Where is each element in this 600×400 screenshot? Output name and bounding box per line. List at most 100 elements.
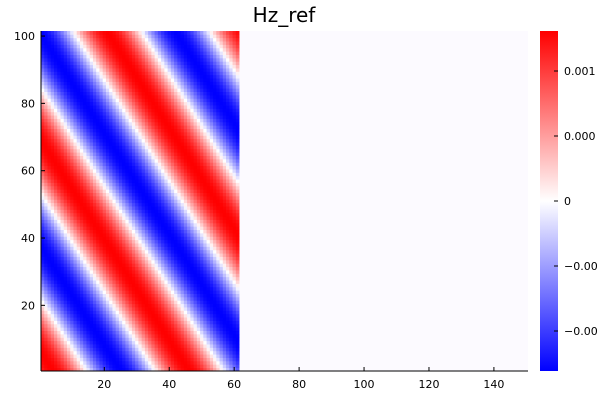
heatmap-cell [86,108,91,113]
heatmap-cell [167,296,172,301]
heatmap-cell [44,169,48,173]
heatmap-cell [167,88,172,92]
heatmap-cell [122,253,126,257]
heatmap-cell [115,340,120,345]
heatmap-cell [128,41,133,45]
heatmap-cell [151,192,156,197]
heatmap-cell [174,209,178,214]
heatmap-cell [177,98,182,103]
heatmap-cell [112,327,117,332]
heatmap-cell [63,243,68,247]
heatmap-cell [50,232,55,237]
heatmap-cell [196,229,201,234]
heatmap-cell [118,101,123,106]
heatmap-cell [92,222,97,227]
heatmap-cell [161,222,165,227]
heatmap-cell [109,118,113,123]
heatmap-cell [144,54,149,59]
heatmap-cell [148,128,152,133]
heatmap-cell [109,357,113,362]
heatmap-cell [151,31,156,35]
heatmap-cell [187,91,191,96]
heatmap-cell [177,68,182,72]
heatmap-cell [63,175,68,180]
heatmap-cell [118,105,123,109]
heatmap-cell [128,158,133,163]
heatmap-cell [174,333,178,338]
heatmap-cell [109,175,113,180]
heatmap-cell [86,195,91,200]
heatmap-cell [187,111,191,116]
heatmap-cell [73,327,78,332]
heatmap-cell [180,367,185,372]
heatmap-cell [47,229,52,234]
heatmap-cell [66,300,71,305]
heatmap-cell [79,286,84,291]
heatmap-cell [170,216,175,220]
heatmap-cell [180,350,185,355]
heatmap-cell [112,330,117,335]
heatmap-cell [53,61,58,66]
heatmap-cell [151,74,156,79]
heatmap-cell [138,296,143,301]
heatmap-cell [170,354,175,358]
heatmap-cell [50,364,55,369]
heatmap-cell [157,313,162,318]
heatmap-cell [161,313,165,318]
heatmap-cell [125,105,130,109]
heatmap-cell [154,199,159,204]
heatmap-cell [57,98,61,103]
heatmap-cell [174,199,178,204]
heatmap-cell [196,337,201,342]
heatmap-cell [190,310,194,315]
heatmap-cell [154,81,159,86]
heatmap-cell [47,276,52,281]
heatmap-cell [89,81,94,86]
heatmap-cell [193,47,198,52]
heatmap-cell [144,37,149,42]
heatmap-cell [60,259,65,264]
heatmap-cell [187,192,191,197]
heatmap-cell [167,78,172,82]
heatmap-cell [177,337,182,342]
heatmap-cell [118,34,123,39]
heatmap-cell [73,108,78,113]
heatmap-cell [76,232,81,237]
heatmap-cell [105,68,110,72]
heatmap-cell [135,317,139,321]
heatmap-cell [122,249,126,254]
heatmap-cell [115,142,120,146]
heatmap-cell [193,320,198,325]
heatmap-cell [138,209,143,214]
heatmap-cell [122,209,126,214]
heatmap-cell [53,84,58,89]
heatmap-cell [86,280,91,284]
heatmap-cell [154,189,159,193]
heatmap-cell [60,185,65,190]
heatmap-cell [122,138,126,143]
heatmap-cell [53,222,58,227]
heatmap-cell [196,91,201,96]
heatmap-cell [109,317,113,321]
heatmap-cell [138,91,143,96]
heatmap-cell [57,229,61,234]
heatmap-cell [148,350,152,355]
heatmap-cell [109,162,113,167]
heatmap-cell [180,105,185,109]
heatmap-cell [73,344,78,348]
heatmap-cell [167,357,172,362]
heatmap-cell [47,98,52,103]
heatmap-cell [57,37,61,42]
heatmap-cell [148,263,152,268]
heatmap-cell [135,135,139,140]
heatmap-cell [177,101,182,106]
heatmap-cell [183,145,188,150]
heatmap-cell [131,229,136,234]
heatmap-cell [115,111,120,116]
heatmap-cell [183,41,188,45]
heatmap-cell [183,313,188,318]
heatmap-cell [86,209,91,214]
heatmap-cell [183,239,188,244]
heatmap-cell [57,212,61,217]
heatmap-cell [105,138,110,143]
